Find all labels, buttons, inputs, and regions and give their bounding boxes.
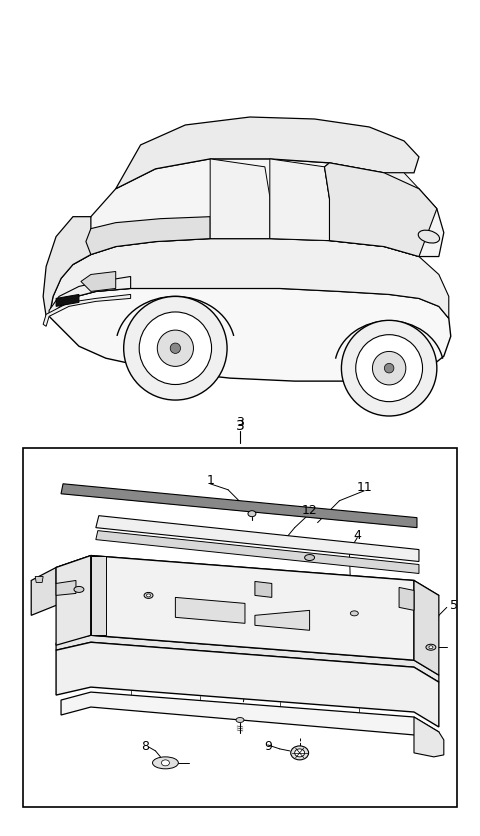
- Text: 5: 5: [450, 599, 458, 612]
- Ellipse shape: [157, 330, 193, 366]
- Polygon shape: [31, 556, 91, 615]
- Text: 3: 3: [236, 416, 244, 430]
- Polygon shape: [56, 556, 439, 610]
- Text: 11: 11: [357, 482, 372, 494]
- Polygon shape: [91, 556, 414, 660]
- Ellipse shape: [341, 320, 437, 416]
- Polygon shape: [399, 588, 414, 610]
- Polygon shape: [49, 277, 131, 316]
- Ellipse shape: [74, 586, 84, 593]
- Polygon shape: [324, 163, 419, 257]
- Ellipse shape: [248, 511, 256, 517]
- Ellipse shape: [153, 757, 179, 769]
- Text: 3: 3: [236, 419, 244, 433]
- Polygon shape: [255, 582, 272, 598]
- Ellipse shape: [426, 645, 436, 650]
- Ellipse shape: [350, 611, 358, 616]
- Text: 8: 8: [142, 741, 150, 753]
- Polygon shape: [86, 217, 210, 254]
- Ellipse shape: [384, 364, 394, 373]
- Ellipse shape: [139, 312, 212, 385]
- Ellipse shape: [429, 645, 433, 649]
- Ellipse shape: [144, 593, 153, 599]
- Polygon shape: [414, 717, 444, 757]
- Polygon shape: [61, 484, 417, 528]
- Polygon shape: [414, 580, 439, 675]
- Polygon shape: [61, 692, 439, 747]
- Polygon shape: [116, 117, 419, 189]
- Text: 4: 4: [353, 529, 361, 542]
- Ellipse shape: [146, 594, 151, 597]
- Polygon shape: [96, 516, 419, 562]
- Polygon shape: [210, 159, 270, 238]
- Polygon shape: [35, 577, 43, 583]
- Text: 1: 1: [206, 474, 214, 487]
- Polygon shape: [43, 294, 131, 326]
- Text: 6: 6: [184, 704, 192, 716]
- Polygon shape: [81, 272, 116, 292]
- Polygon shape: [255, 610, 310, 630]
- Text: 12: 12: [302, 504, 317, 517]
- Bar: [23, 448, 457, 807]
- Polygon shape: [270, 159, 329, 241]
- Polygon shape: [56, 642, 439, 727]
- Text: 7: 7: [144, 604, 153, 617]
- Text: 10: 10: [55, 586, 71, 599]
- Polygon shape: [43, 217, 91, 316]
- Polygon shape: [49, 288, 451, 381]
- Polygon shape: [96, 531, 419, 573]
- Ellipse shape: [418, 230, 440, 243]
- Ellipse shape: [305, 554, 314, 560]
- Ellipse shape: [161, 760, 169, 766]
- Ellipse shape: [170, 343, 180, 354]
- Polygon shape: [56, 635, 439, 682]
- Polygon shape: [324, 163, 437, 257]
- Ellipse shape: [356, 334, 422, 401]
- Polygon shape: [175, 598, 245, 624]
- Text: 2: 2: [117, 604, 125, 617]
- Ellipse shape: [291, 746, 309, 760]
- Polygon shape: [91, 556, 106, 635]
- Text: 9: 9: [264, 741, 272, 753]
- Ellipse shape: [236, 717, 244, 722]
- Ellipse shape: [124, 297, 227, 400]
- Polygon shape: [49, 238, 449, 319]
- Polygon shape: [56, 556, 91, 645]
- Polygon shape: [73, 159, 444, 264]
- Polygon shape: [56, 294, 79, 306]
- Ellipse shape: [295, 749, 305, 757]
- Polygon shape: [56, 580, 76, 595]
- Ellipse shape: [372, 351, 406, 385]
